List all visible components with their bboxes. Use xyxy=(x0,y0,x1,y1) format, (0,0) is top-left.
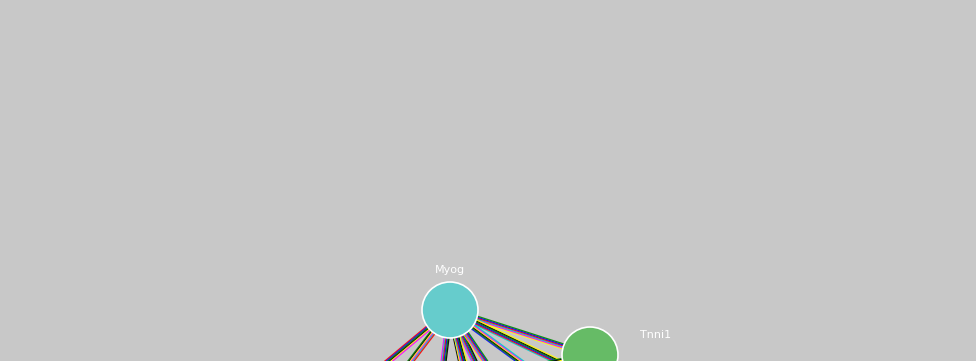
Circle shape xyxy=(562,327,618,361)
Text: Myog: Myog xyxy=(435,265,465,275)
Circle shape xyxy=(422,282,478,338)
Text: Tnni1: Tnni1 xyxy=(640,330,671,340)
